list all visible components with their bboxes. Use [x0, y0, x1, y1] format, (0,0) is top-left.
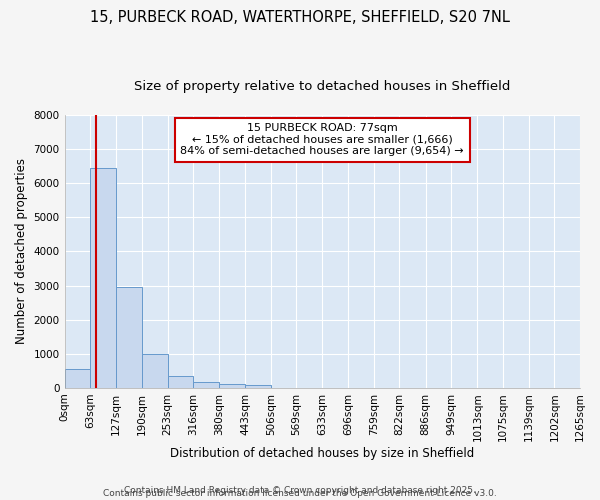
- Text: Contains HM Land Registry data © Crown copyright and database right 2025.: Contains HM Land Registry data © Crown c…: [124, 486, 476, 495]
- Bar: [65, 369, 90, 388]
- Bar: [116, 287, 142, 388]
- Text: 15, PURBECK ROAD, WATERTHORPE, SHEFFIELD, S20 7NL: 15, PURBECK ROAD, WATERTHORPE, SHEFFIELD…: [90, 10, 510, 25]
- Bar: [167, 376, 193, 388]
- Bar: [142, 354, 167, 388]
- Bar: [220, 384, 245, 388]
- Text: 15 PURBECK ROAD: 77sqm
← 15% of detached houses are smaller (1,666)
84% of semi-: 15 PURBECK ROAD: 77sqm ← 15% of detached…: [181, 123, 464, 156]
- Title: Size of property relative to detached houses in Sheffield: Size of property relative to detached ho…: [134, 80, 511, 93]
- X-axis label: Distribution of detached houses by size in Sheffield: Distribution of detached houses by size …: [170, 447, 475, 460]
- Y-axis label: Number of detached properties: Number of detached properties: [15, 158, 28, 344]
- Bar: [193, 382, 220, 388]
- Text: Contains public sector information licensed under the Open Government Licence v3: Contains public sector information licen…: [103, 488, 497, 498]
- Bar: [90, 168, 116, 388]
- Bar: [245, 386, 271, 388]
